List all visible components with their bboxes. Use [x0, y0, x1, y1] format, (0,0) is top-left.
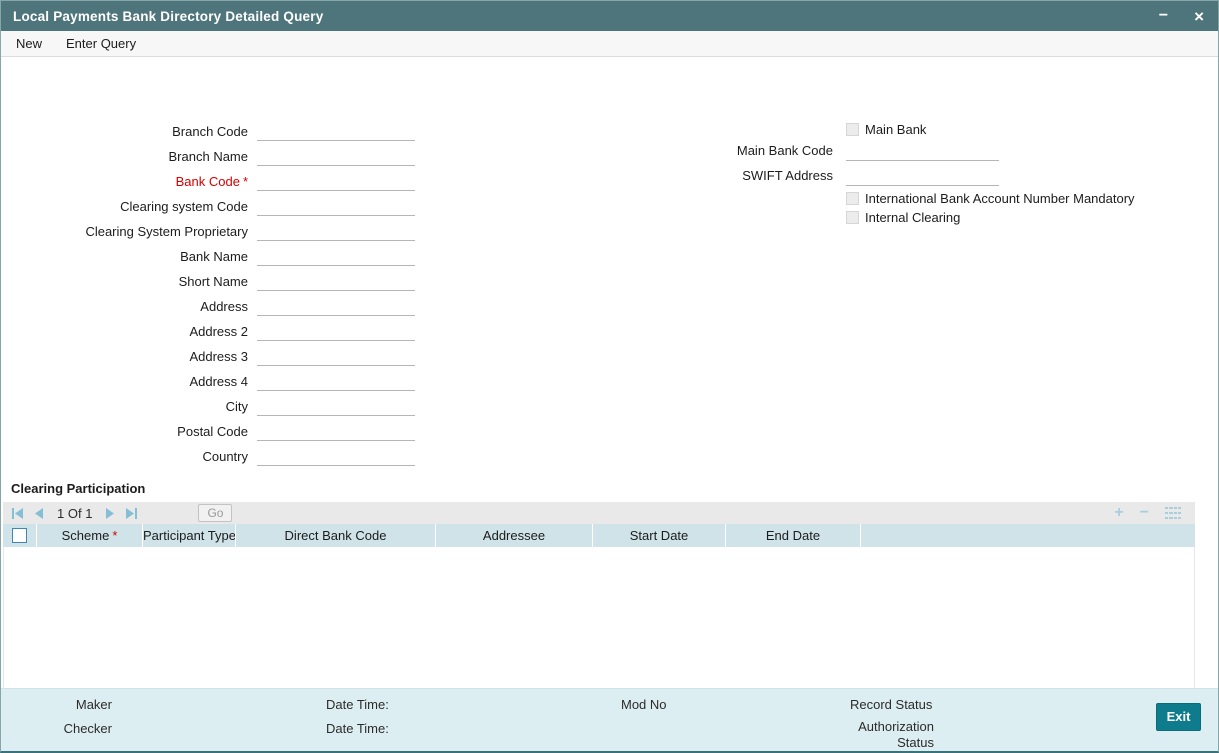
address-label: Address [200, 299, 248, 314]
bank-code-label: Bank Code * [175, 174, 248, 189]
main-bank-code-input[interactable] [846, 143, 999, 161]
authorization-status-label: Authorization Status [858, 719, 934, 750]
select-all-checkbox[interactable] [12, 528, 27, 543]
bank-name-row: Bank Name [1, 244, 421, 269]
address-3-input[interactable] [257, 347, 415, 366]
address-2-label: Address 2 [189, 324, 248, 339]
required-asterisk: * [242, 174, 248, 189]
clearing-system-proprietary-row: Clearing System Proprietary [1, 219, 421, 244]
bank-name-input[interactable] [257, 247, 415, 266]
city-input[interactable] [257, 397, 415, 416]
short-name-row: Short Name [1, 269, 421, 294]
city-row: City [1, 394, 421, 419]
clearing-system-code-label: Clearing system Code [120, 199, 248, 214]
address-2-input[interactable] [257, 322, 415, 341]
select-all-cell [3, 524, 37, 547]
branch-name-input[interactable] [257, 147, 415, 166]
address-row: Address [1, 294, 421, 319]
main-bank-checkbox-label: Main Bank [865, 122, 927, 137]
menu-item-enter-query[interactable]: Enter Query [66, 36, 137, 51]
city-label: City [225, 399, 248, 414]
swift-address-input[interactable] [846, 168, 999, 186]
branch-name-label: Branch Name [168, 149, 248, 164]
branch-code-input[interactable] [257, 122, 415, 141]
clearing-system-code-input[interactable] [257, 197, 415, 216]
swift-address-label: SWIFT Address [742, 168, 833, 183]
menubar: New Enter Query [1, 31, 1218, 57]
address-3-row: Address 3 [1, 344, 421, 369]
first-page-icon[interactable] [11, 507, 24, 519]
iban-mandatory-checkbox-label: International Bank Account Number Mandat… [865, 191, 1135, 206]
close-icon[interactable]: × [1194, 6, 1204, 26]
address-3-label: Address 3 [189, 349, 248, 364]
internal-clearing-checkbox[interactable] [846, 211, 859, 224]
main-bank-code-label: Main Bank Code [736, 143, 833, 158]
maker-label: Maker [75, 697, 112, 712]
postal-code-label: Postal Code [177, 424, 248, 439]
grid-pagination: 1 Of 1 [11, 506, 138, 521]
titlebar: Local Payments Bank Directory Detailed Q… [1, 1, 1218, 31]
column-header-end-date: End Date [726, 524, 861, 547]
record-status-label: Record Status [850, 697, 933, 712]
checker-label: Checker [63, 721, 112, 736]
clearing-participation-title: Clearing Participation [11, 481, 146, 496]
column-header-start-date: Start Date [593, 524, 726, 547]
postal-code-input[interactable] [257, 422, 415, 441]
branch-code-label: Branch Code [172, 124, 248, 139]
grid-body-empty[interactable] [3, 547, 1195, 712]
column-header-scheme: Scheme * [37, 524, 143, 547]
address-input[interactable] [257, 297, 415, 316]
checker-datetime-label: Date Time: [326, 721, 389, 736]
maker-datetime-label: Date Time: [326, 697, 389, 712]
address-4-input[interactable] [257, 372, 415, 391]
internal-clearing-checkbox-label: Internal Clearing [865, 210, 961, 225]
grid-header-row: Scheme * Participant Type Direct Bank Cod… [3, 524, 1195, 547]
grid-toolbar: 1 Of 1 Go + − [3, 502, 1195, 524]
footer-bar: Maker Checker Date Time: Date Time: Mod … [1, 688, 1218, 751]
clearing-system-proprietary-input[interactable] [257, 222, 415, 241]
minimize-icon[interactable]: − [1158, 7, 1169, 24]
page-indicator: 1 Of 1 [57, 505, 93, 521]
bank-code-input[interactable] [257, 172, 415, 191]
address-4-row: Address 4 [1, 369, 421, 394]
required-asterisk: * [112, 528, 118, 543]
grid-actions: + − [1114, 505, 1187, 521]
short-name-input[interactable] [257, 272, 415, 291]
column-header-direct-bank-code: Direct Bank Code [236, 524, 436, 547]
bank-name-label: Bank Name [180, 249, 248, 264]
last-page-icon[interactable] [125, 507, 138, 519]
previous-page-icon[interactable] [33, 507, 44, 519]
country-label: Country [202, 449, 248, 464]
main-bank-checkbox[interactable] [846, 123, 859, 136]
branch-code-row: Branch Code [1, 119, 421, 144]
clearing-system-code-row: Clearing system Code [1, 194, 421, 219]
exit-button[interactable]: Exit [1156, 703, 1201, 731]
single-view-icon[interactable] [1165, 507, 1181, 519]
go-button[interactable]: Go [198, 504, 233, 522]
remove-row-icon[interactable]: − [1139, 504, 1149, 521]
address-2-row: Address 2 [1, 319, 421, 344]
mod-no-label: Mod No [621, 697, 667, 712]
iban-mandatory-checkbox[interactable] [846, 192, 859, 205]
window-title: Local Payments Bank Directory Detailed Q… [13, 8, 324, 24]
add-row-icon[interactable]: + [1114, 504, 1124, 521]
main-content: Branch Code Branch Name Bank Code * Clear… [1, 57, 1218, 712]
country-row: Country [1, 444, 421, 469]
clearing-participation-grid: 1 Of 1 Go + − [3, 502, 1195, 712]
column-header-addressee: Addressee [436, 524, 593, 547]
bank-code-row: Bank Code * [1, 169, 421, 194]
next-page-icon[interactable] [105, 507, 116, 519]
menu-item-new[interactable]: New [16, 36, 43, 51]
column-header-filler [861, 524, 1195, 547]
short-name-label: Short Name [178, 274, 248, 289]
address-4-label: Address 4 [189, 374, 248, 389]
branch-name-row: Branch Name [1, 144, 421, 169]
postal-code-row: Postal Code [1, 419, 421, 444]
country-input[interactable] [257, 447, 415, 466]
column-header-participant-type: Participant Type [143, 524, 236, 547]
clearing-system-proprietary-label: Clearing System Proprietary [85, 224, 248, 239]
